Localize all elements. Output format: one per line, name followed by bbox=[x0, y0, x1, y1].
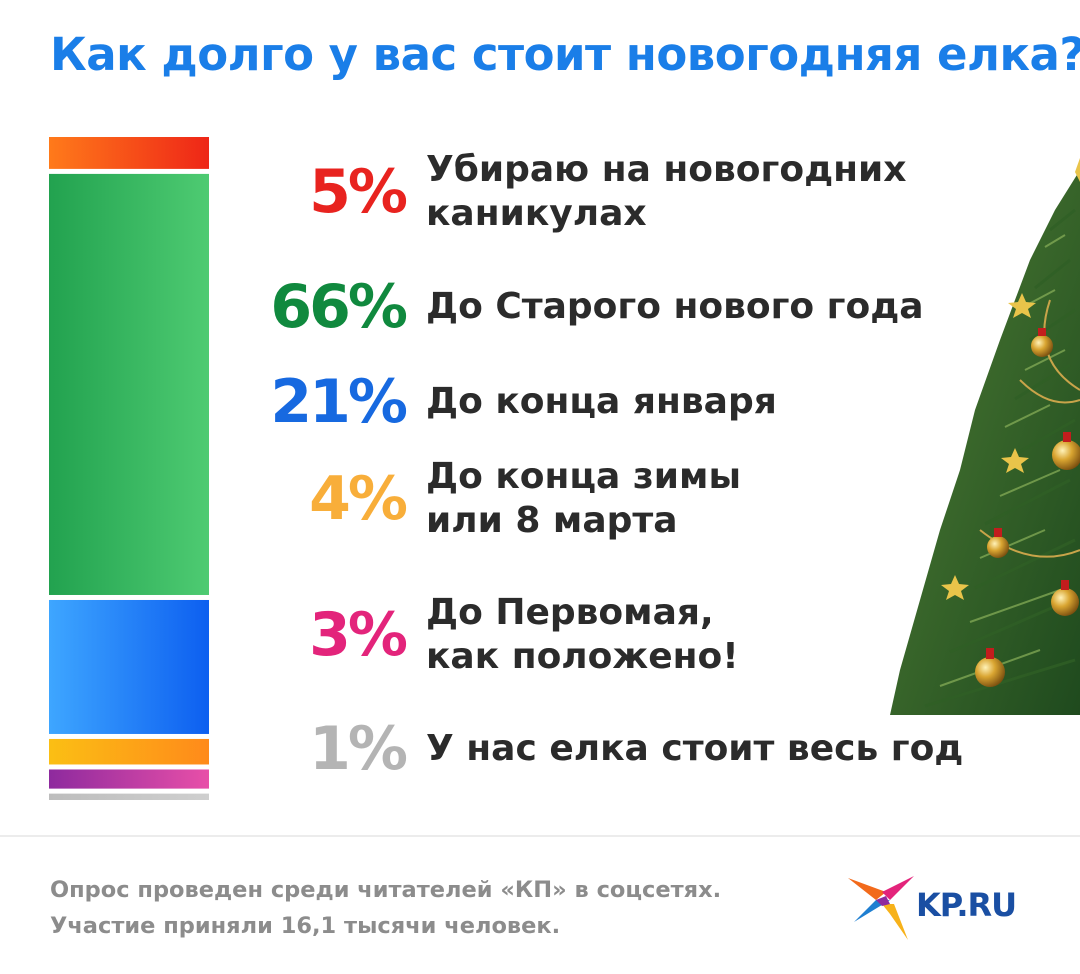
category-label-line: или 8 марта bbox=[426, 500, 678, 541]
category-label-line: До конца января bbox=[426, 381, 777, 422]
bar-segment bbox=[49, 769, 209, 789]
christmas-tree-icon bbox=[890, 158, 1080, 715]
bar-segment bbox=[49, 793, 209, 800]
category-label-line: Убираю на новогодних bbox=[426, 149, 907, 190]
stacked-bar bbox=[49, 137, 209, 800]
data-label: 21% bbox=[270, 367, 408, 437]
category-label-line: До Старого нового года bbox=[426, 286, 924, 327]
category-label: Убираю на новогодних каникулах bbox=[426, 137, 1026, 247]
footer-divider bbox=[0, 835, 1080, 837]
bar-segment bbox=[49, 137, 209, 169]
legend-item: 1% У нас елка стоит весь год bbox=[0, 694, 1000, 804]
kp-logo-text: KP.RU bbox=[916, 886, 1017, 924]
bar-segment bbox=[49, 173, 209, 595]
category-label-line: каникулах bbox=[426, 193, 647, 234]
legend-item: 66% До Старого нового года bbox=[0, 252, 1000, 362]
category-label: У нас елка стоит весь год bbox=[426, 694, 1026, 804]
legend-item: 3% До Первомая, как положено! bbox=[0, 580, 1000, 690]
category-label-line: До конца зимы bbox=[426, 456, 741, 497]
category-label-line: До Первомая, bbox=[426, 592, 714, 633]
legend-item: 21% До конца января bbox=[0, 347, 1000, 457]
data-label: 1% bbox=[309, 714, 408, 784]
category-label-line: У нас елка стоит весь год bbox=[426, 728, 964, 769]
category-label: До Старого нового года bbox=[426, 252, 1026, 362]
category-label-line: как положено! bbox=[426, 636, 739, 677]
category-label: До конца января bbox=[426, 347, 1026, 457]
bar-segment bbox=[49, 599, 209, 734]
legend-item: 5% Убираю на новогодних каникулах bbox=[0, 137, 1000, 247]
legend-item: 4% До конца зимы или 8 марта bbox=[0, 444, 1000, 554]
footer-line-1: Опрос проведен среди читателей «КП» в со… bbox=[50, 877, 722, 903]
kp-bird-logo-icon bbox=[848, 876, 914, 940]
data-label: 66% bbox=[270, 272, 408, 342]
footer-note: Опрос проведен среди читателей «КП» в со… bbox=[50, 872, 810, 944]
chart-title: Как долго у вас стоит новогодняя елка? bbox=[50, 28, 1080, 81]
kp-logo: KP.RU bbox=[846, 870, 1046, 942]
category-label: До конца зимы или 8 марта bbox=[426, 444, 1026, 554]
footer-line-2: Участие приняли 16,1 тысячи человек. bbox=[50, 913, 561, 939]
data-label: 3% bbox=[309, 600, 408, 670]
bar-segment bbox=[49, 738, 209, 765]
category-label: До Первомая, как положено! bbox=[426, 580, 1026, 690]
data-label: 4% bbox=[309, 464, 408, 534]
data-label: 5% bbox=[309, 157, 408, 227]
